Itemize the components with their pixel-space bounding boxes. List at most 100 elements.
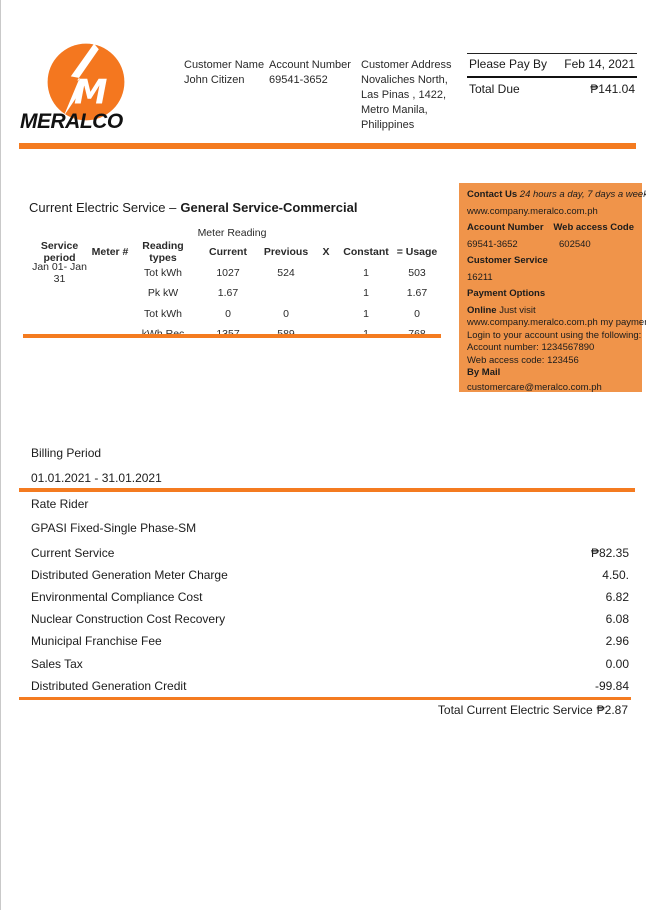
total-divider [19, 697, 631, 700]
table-cell-meter [91, 304, 129, 325]
table-cell-x [313, 263, 339, 284]
meralco-logo-icon: M [46, 42, 126, 122]
table-cell-service-period: Jan 01- Jan 31 [32, 260, 87, 285]
table-cell-x [313, 283, 339, 304]
table-cell-current: 1.67 [217, 287, 239, 300]
charge-amount: ₱82.35 [590, 546, 629, 561]
address-line: Las Pinas , 1422, [361, 89, 447, 101]
table-cell-constant: 1 [363, 266, 369, 279]
charge-label: Distributed Generation Meter Charge [31, 568, 228, 583]
charge-row: Distributed Generation Credit -99.84 [31, 675, 629, 697]
total-due-amount: ₱141.04 [590, 82, 635, 96]
billing-period-value: 01.01.2021 - 31.01.2021 [31, 471, 162, 485]
contact-us-label: Contact Us [467, 189, 518, 200]
customer-care-email: customercare@meralco.com.ph [467, 382, 602, 394]
rate-rider-value: GPASI Fixed-Single Phase-SM [31, 521, 197, 535]
customer-name-value: John Citizen [184, 74, 245, 86]
online-text: Just visit [499, 304, 536, 316]
column-header: Service period [40, 240, 79, 265]
table-cell-constant: 1 [363, 287, 369, 300]
table-cell-usage: 1.67 [406, 287, 428, 300]
pay-by-panel: Please Pay By Feb 14, 2021 Total Due ₱14… [467, 53, 637, 96]
charge-amount: 0.00 [605, 656, 629, 671]
customer-service-number: 16211 [467, 271, 493, 283]
table-cell-usage: 503 [408, 266, 426, 279]
customer-address-label: Customer Address [361, 59, 452, 71]
address-line: Novaliches North, [361, 74, 448, 86]
meter-table-divider [23, 334, 441, 338]
meter-reading-caption: Meter Reading [197, 227, 267, 239]
account-number-value: 69541-3652 [269, 74, 328, 86]
charge-label: Sales Tax [31, 656, 83, 671]
column-header: = Usage [396, 246, 438, 259]
login-account-number: Account number: 1234567890 [467, 342, 595, 354]
pay-by-label: Please Pay By [469, 57, 548, 71]
table-cell-current: 1027 [216, 266, 240, 279]
charge-label: Current Service [31, 546, 115, 561]
pay-by-date: Feb 14, 2021 [564, 57, 635, 71]
charge-amount: 4.50. [602, 568, 629, 583]
charge-amount: 6.08 [605, 612, 629, 627]
column-header: Current [209, 246, 247, 259]
rate-rider-label: Rate Rider [31, 497, 89, 511]
total-amount: ₱2.87 [596, 703, 628, 717]
contact-account-number-label: Account Number [467, 222, 544, 233]
section-title-prefix: Current Electric Service – [29, 200, 177, 215]
table-cell-reading-type: Pk kW [147, 287, 179, 300]
charge-label: Nuclear Construction Cost Recovery [31, 612, 226, 627]
total-current-electric-service: Total Current Electric Service ₱2.87 [438, 703, 628, 717]
table-cell-current: 0 [225, 307, 231, 320]
login-instruction: Login to your account using the followin… [467, 329, 642, 341]
table-cell-meter [91, 283, 129, 304]
column-header: Reading types [142, 240, 184, 265]
table-cell-previous: 524 [277, 266, 295, 279]
table-cell-service-period [23, 283, 91, 304]
total-label: Total Current Electric Service [437, 703, 593, 717]
contact-website-link: www.company.meralco.com.ph [467, 205, 598, 217]
payment-options-label: Payment Options [467, 288, 546, 299]
contact-us-hours: 24 hours a day, 7 days a week [519, 189, 646, 200]
table-cell-previous [259, 283, 313, 304]
column-header: X [322, 246, 330, 259]
charges-list: Current Service ₱82.35 Distributed Gener… [31, 542, 629, 697]
by-mail-label: By Mail [467, 367, 501, 379]
total-due-label: Total Due [469, 82, 520, 96]
table-cell-previous: 0 [283, 307, 289, 320]
charge-row: Nuclear Construction Cost Recovery 6.08 [31, 608, 629, 630]
contact-account-number-value: 69541-3652 [467, 238, 518, 250]
table-cell-meter [91, 263, 129, 284]
column-header: Previous [263, 246, 309, 259]
account-number-label: Account Number [269, 59, 351, 71]
charge-row: Current Service ₱82.35 [31, 542, 629, 564]
contact-box: Contact Us 24 hours a day, 7 days a week… [459, 183, 646, 394]
web-access-code-value: 602540 [559, 238, 591, 250]
charge-amount: 6.82 [605, 590, 629, 605]
meter-reading-table: Service period Meter # Reading types Cur… [23, 240, 441, 345]
address-line: Philippines [361, 119, 415, 131]
column-header: Constant [343, 246, 389, 259]
login-web-access-code: Web access code: 123456 [467, 354, 579, 366]
charge-row: Municipal Franchise Fee 2.96 [31, 630, 629, 652]
section-title-service-type: General Service-Commercial [180, 200, 358, 215]
customer-name-label: Customer Name [184, 59, 265, 71]
table-cell-constant: 1 [363, 307, 369, 320]
charge-row: Sales Tax 0.00 [31, 652, 629, 674]
table-cell-usage: 0 [414, 307, 420, 320]
customer-service-label: Customer Service [467, 255, 548, 266]
billing-divider [19, 488, 635, 492]
svg-text:M: M [74, 73, 107, 112]
charge-label: Environmental Compliance Cost [31, 590, 203, 605]
brand-wordmark: MERALCO [20, 110, 123, 133]
table-cell-reading-type: Tot kWh [144, 307, 182, 320]
charge-row: Distributed Generation Meter Charge 4.50… [31, 564, 629, 586]
online-label: Online [467, 304, 497, 316]
table-cell-x [313, 304, 339, 325]
column-header: Meter # [91, 246, 129, 259]
charge-row: Environmental Compliance Cost 6.82 [31, 586, 629, 608]
billing-period-label: Billing Period [31, 446, 102, 460]
charge-amount: -99.84 [594, 678, 629, 693]
charge-amount: 2.96 [605, 634, 629, 649]
web-access-code-label: Web access Code [553, 222, 634, 233]
header-divider [19, 143, 636, 149]
